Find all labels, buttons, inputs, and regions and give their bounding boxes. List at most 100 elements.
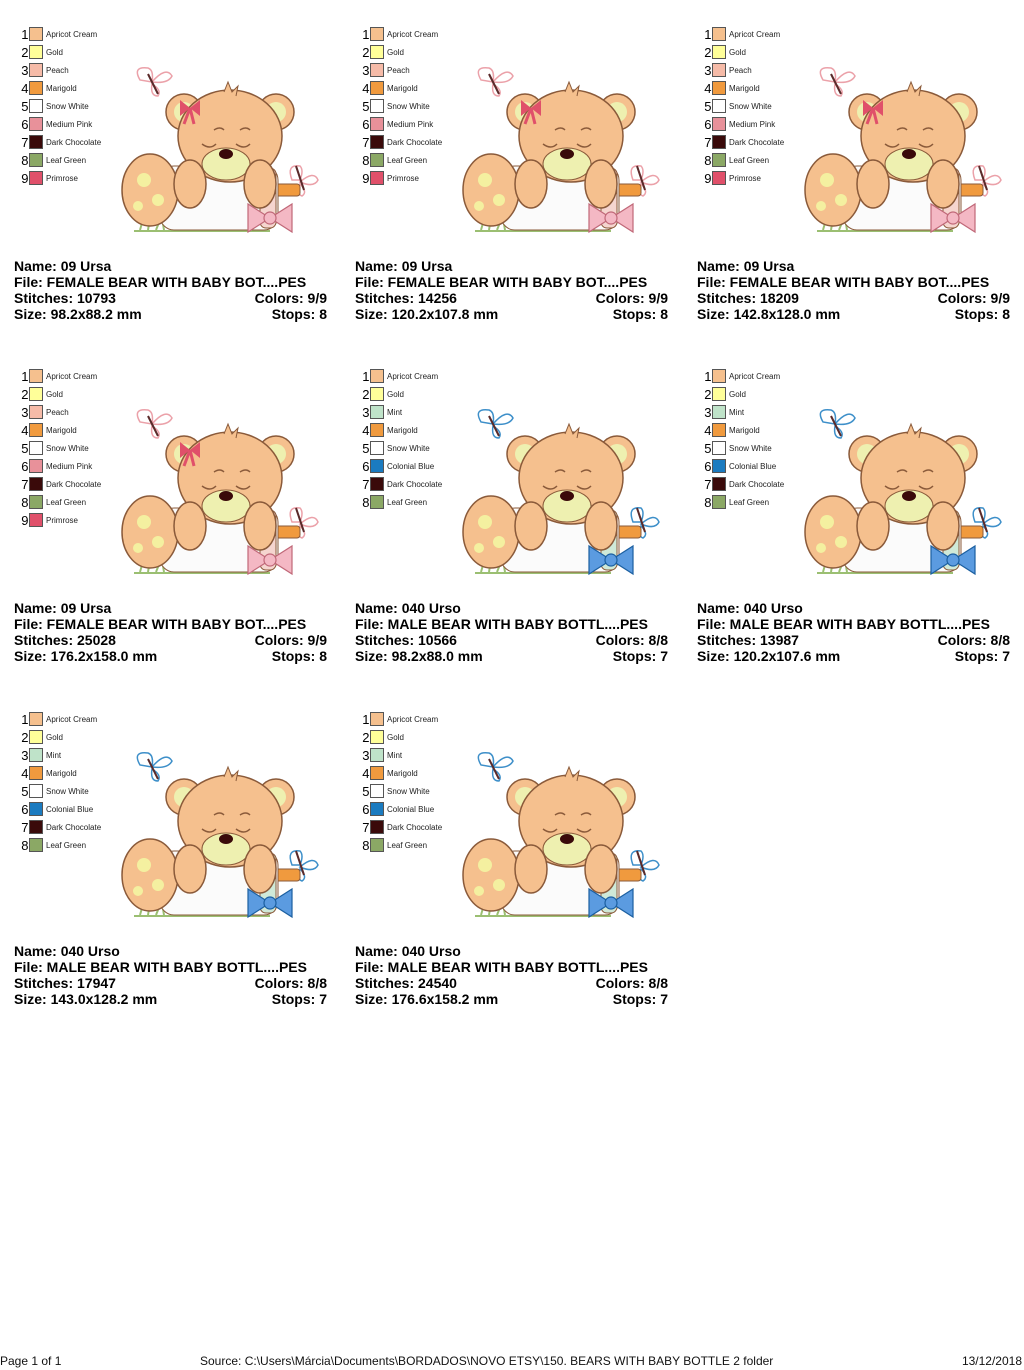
thread-color-item: 1 Apricot Cream [697, 368, 780, 384]
design-colors: Colors: 8/8 [255, 975, 327, 991]
color-swatch [29, 730, 43, 744]
print-date: 13/12/2018 [961, 1354, 1022, 1368]
thread-name: Gold [387, 389, 404, 399]
thread-number: 8 [362, 837, 369, 853]
design-card[interactable]: 1 Apricot Cream 2 Gold 3 Mint 4 Marigold 5 Snow W… [355, 712, 685, 1013]
bear-with-baby-bottle-illustration [120, 735, 320, 925]
name-label: Name: [697, 600, 740, 616]
color-swatch [29, 405, 43, 419]
thread-color-item: 5 Snow White [355, 440, 429, 456]
thread-color-item: 6 Medium Pink [14, 458, 92, 474]
file-label: File: [355, 616, 384, 632]
size-value: 143.0x128.2 mm [50, 991, 158, 1007]
design-card[interactable]: 1 Apricot Cream 2 Gold 3 Peach 4 Marigold 5 Snow … [14, 27, 344, 328]
design-card[interactable]: 1 Apricot Cream 2 Gold 3 Peach 4 Marigold 5 Snow … [355, 27, 685, 328]
design-stitches: Stitches: 10566 [355, 632, 457, 648]
thread-color-item: 7 Dark Chocolate [14, 819, 101, 835]
size-label: Size: [14, 648, 47, 664]
thread-number: 4 [21, 422, 28, 438]
colors-label: Colors: [595, 975, 645, 991]
thread-color-item: 8 Leaf Green [355, 494, 427, 510]
thread-name: Dark Chocolate [46, 137, 102, 147]
thread-number: 2 [704, 44, 711, 60]
design-info: Name: 09 Ursa File: FEMALE BEAR WITH BABY… [14, 258, 327, 322]
size-line: Size: 98.2x88.0 mm Stops: 7 [355, 648, 668, 664]
thread-name: Medium Pink [387, 119, 434, 129]
stitches-value: 18209 [760, 290, 799, 306]
design-stops: Stops: 8 [955, 306, 1010, 322]
design-info: Name: 040 Urso File: MALE BEAR WITH BABY … [355, 943, 668, 1007]
colors-label: Colors: [254, 632, 304, 648]
design-stitches: Stitches: 24540 [355, 975, 457, 991]
color-swatch [370, 117, 384, 131]
thread-color-item: 7 Dark Chocolate [14, 134, 101, 150]
thread-name: Gold [46, 47, 63, 57]
design-card[interactable]: 1 Apricot Cream 2 Gold 3 Peach 4 Marigold 5 Snow … [14, 369, 344, 670]
design-stops: Stops: 7 [613, 991, 668, 1007]
name-value: 040 Urso [401, 600, 461, 616]
thread-name: Marigold [46, 425, 77, 435]
source-path: Source: C:\Users\Márcia\Documents\BORDAD… [200, 1354, 774, 1368]
color-swatch [370, 495, 384, 509]
thread-number: 5 [21, 98, 28, 114]
thread-color-item: 7 Dark Chocolate [355, 134, 442, 150]
thread-name: Dark Chocolate [46, 822, 102, 832]
thread-name: Primrose [729, 173, 762, 183]
thread-color-item: 1 Apricot Cream [14, 711, 97, 727]
thread-color-item: 9 Primrose [14, 512, 78, 528]
design-file: File: FEMALE BEAR WITH BABY BOT....PES [697, 274, 989, 290]
stops-label: Stops: [612, 648, 657, 664]
thread-name: Gold [729, 47, 746, 57]
size-label: Size: [355, 991, 388, 1007]
colors-value: 9/9 [307, 290, 327, 306]
stitches-label: Stitches: [14, 975, 74, 991]
color-swatch [370, 27, 384, 41]
stitches-line: Stitches: 25028 Colors: 9/9 [14, 632, 327, 648]
file-line: File: FEMALE BEAR WITH BABY BOT....PES [697, 274, 1010, 290]
design-stops: Stops: 8 [272, 648, 327, 664]
thread-name: Medium Pink [46, 119, 93, 129]
design-stops: Stops: 7 [955, 648, 1010, 664]
thread-color-item: 4 Marigold [355, 422, 417, 438]
color-swatch [29, 171, 43, 185]
thread-name: Dark Chocolate [46, 479, 102, 489]
design-card[interactable]: 1 Apricot Cream 2 Gold 3 Peach 4 Marigold 5 Snow … [697, 27, 1024, 328]
stitches-label: Stitches: [697, 290, 757, 306]
size-line: Size: 98.2x88.2 mm Stops: 8 [14, 306, 327, 322]
design-card[interactable]: 1 Apricot Cream 2 Gold 3 Mint 4 Marigold 5 Snow W… [14, 711, 344, 1013]
thread-color-item: 8 Leaf Green [697, 152, 769, 168]
size-label: Size: [355, 306, 388, 322]
thread-number: 8 [704, 152, 711, 168]
file-value: FEMALE BEAR WITH BABY BOT....PES [46, 274, 307, 290]
design-info: Name: 040 Urso File: MALE BEAR WITH BABY … [697, 600, 1010, 664]
thread-name: Marigold [46, 83, 77, 93]
design-card[interactable]: 1 Apricot Cream 2 Gold 3 Mint 4 Marigold 5 Snow W… [355, 369, 685, 670]
design-info: Name: 040 Urso File: MALE BEAR WITH BABY … [355, 600, 668, 664]
color-swatch [712, 387, 726, 401]
thread-color-item: 3 Mint [697, 404, 744, 420]
design-info: Name: 09 Ursa File: FEMALE BEAR WITH BABY… [697, 258, 1010, 322]
name-label: Name: [14, 943, 57, 959]
thread-name: Leaf Green [729, 497, 770, 507]
thread-color-item: 6 Colonial Blue [697, 458, 776, 474]
thread-name: Leaf Green [46, 155, 87, 165]
thread-number: 7 [704, 476, 711, 492]
design-card[interactable]: 1 Apricot Cream 2 Gold 3 Mint 4 Marigold 5 Snow W… [697, 368, 1024, 670]
size-line: Size: 143.0x128.2 mm Stops: 7 [14, 991, 327, 1007]
color-swatch [712, 459, 726, 473]
design-name: Name: 040 Urso [355, 600, 461, 616]
thread-number: 5 [704, 98, 711, 114]
size-value: 120.2x107.8 mm [391, 306, 499, 322]
thread-name: Leaf Green [387, 840, 428, 850]
stitches-label: Stitches: [355, 975, 415, 991]
thread-name: Peach [387, 65, 410, 75]
file-line: File: FEMALE BEAR WITH BABY BOT....PES [14, 616, 327, 632]
stitches-line: Stitches: 13987 Colors: 8/8 [697, 632, 1010, 648]
file-line: File: MALE BEAR WITH BABY BOTTL....PES [14, 959, 327, 975]
color-swatch [29, 369, 43, 383]
design-info: Name: 09 Ursa File: FEMALE BEAR WITH BABY… [14, 600, 327, 664]
design-stitches: Stitches: 17947 [14, 975, 116, 991]
thread-name: Dark Chocolate [387, 137, 443, 147]
design-name: Name: 09 Ursa [14, 600, 111, 616]
thread-color-item: 8 Leaf Green [14, 837, 86, 853]
